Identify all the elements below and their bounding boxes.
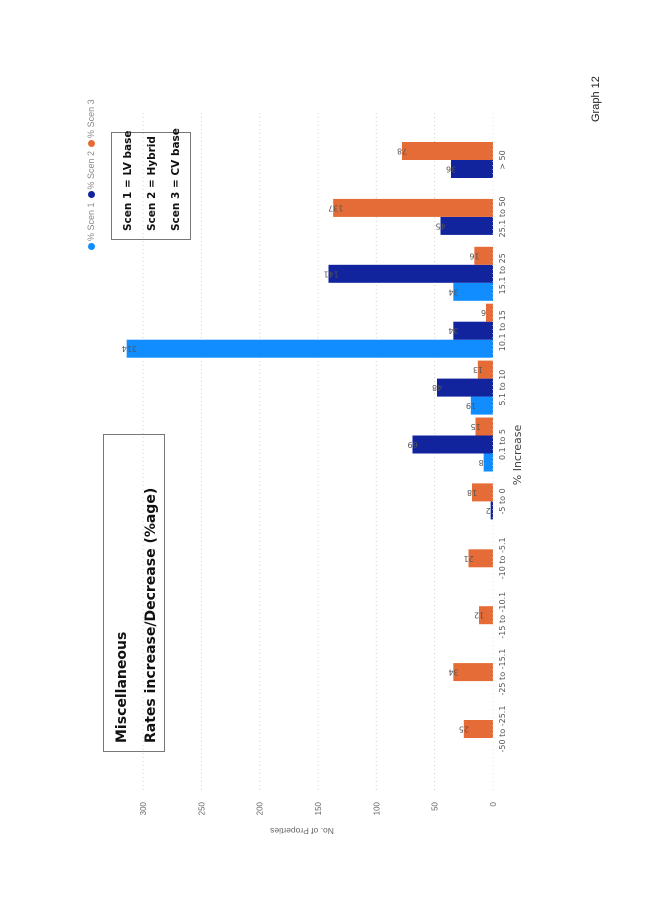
data-label: 45 [436, 221, 446, 230]
bar-scen-3 [479, 606, 493, 625]
data-label: 2 [486, 506, 491, 515]
bar-scen-2 [412, 435, 493, 454]
scenario-key-1: Scen 1 = LV base [122, 130, 134, 231]
chart-title: Miscellaneous [114, 631, 130, 743]
bar-scen-3 [453, 663, 494, 682]
legend-item-scen1: % Scen 1 [86, 202, 96, 250]
data-label: 314 [122, 344, 137, 353]
bar-scen-3 [477, 360, 494, 379]
y-tick-label: 50 [431, 801, 440, 810]
bar-scen-3 [474, 246, 494, 265]
data-label: 8 [479, 458, 484, 467]
legend-dot-icon [88, 191, 96, 199]
bar-scen-2 [437, 378, 493, 397]
bar-scen-2 [453, 321, 494, 340]
scenario-key-box: Scen 1 = LV base Scen 2 = Hybrid Scen 3 … [111, 128, 191, 240]
scenario-key-2: Scen 2 = Hybrid [146, 136, 158, 231]
y-tick-label: 100 [372, 801, 381, 815]
x-tick-label: -10 to -5.1 [498, 537, 507, 579]
data-label: 69 [408, 440, 418, 449]
data-label: 25 [459, 725, 469, 734]
y-axis-title: No. of Properties [270, 826, 334, 836]
data-label: 16 [469, 251, 479, 260]
series-legend: % Scen 1 % Scen 2 % Scen 3 [86, 99, 96, 250]
x-tick-label: > 50 [498, 150, 507, 169]
y-tick-label: 250 [197, 801, 206, 815]
graph-number-label: Graph 12 [590, 76, 602, 122]
legend-dot-icon [88, 243, 96, 250]
data-label: 48 [432, 383, 442, 392]
data-label: 137 [328, 203, 343, 212]
data-label: 12 [474, 611, 484, 620]
bar-scen-2 [451, 160, 493, 178]
data-label: 15 [471, 422, 481, 431]
y-tick-label: 150 [314, 801, 323, 815]
x-tick-label: -15 to -10.1 [498, 592, 507, 639]
data-label: 19 [466, 401, 476, 410]
data-label: 18 [467, 488, 477, 497]
x-tick-label: 0.1 to 5 [498, 429, 507, 460]
legend-label: % Scen 2 [86, 150, 96, 190]
data-label: 13 [473, 365, 483, 374]
bar-scen-3 [463, 720, 494, 738]
x-axis-title: % Increase [511, 425, 524, 486]
data-label: 21 [464, 554, 474, 563]
y-tick-label: 0 [489, 801, 498, 806]
y-tick-label: 300 [139, 801, 148, 815]
x-tick-label: 25.1 to 50 [498, 196, 507, 237]
bar-scen-3 [475, 417, 493, 436]
x-tick-label: -5 to 0 [498, 488, 507, 514]
bar-scen-3 [468, 549, 493, 568]
data-label: 34 [448, 668, 458, 677]
bar-scen-3 [486, 303, 493, 322]
bar-scen-1 [453, 282, 494, 301]
scenario-key-3: Scen 3 = CV base [170, 128, 182, 231]
bar-scen-2 [490, 501, 493, 520]
bar-scen-1 [126, 339, 494, 358]
bar-scen-2 [440, 216, 493, 235]
bar-scen-1 [483, 453, 493, 472]
data-label: 34 [448, 326, 458, 335]
x-tick-label: 15.1 to 25 [498, 253, 507, 294]
data-label: 141 [324, 269, 339, 278]
x-tick-label: -50 to -25.1 [498, 706, 507, 753]
bar-scen-3 [472, 483, 493, 502]
legend-item-scen3: % Scen 3 [86, 99, 96, 147]
data-label: 34 [448, 287, 458, 296]
bar-scen-1 [470, 396, 494, 415]
legend-dot-icon [88, 139, 96, 147]
data-label: 36 [446, 165, 456, 174]
bar-scen-3 [402, 142, 493, 160]
x-tick-label: 5.1 to 10 [498, 370, 507, 406]
x-tick-label: -25 to -15.1 [498, 649, 507, 696]
legend-label: % Scen 1 [86, 202, 96, 241]
chart-title-box: Miscellaneous Rates increase/Decrease (%… [103, 434, 165, 752]
data-label: 78 [397, 147, 407, 156]
x-tick-label: 10.1 to 15 [498, 310, 507, 351]
legend-label: % Scen 3 [86, 99, 96, 138]
data-label: 6 [481, 308, 486, 317]
bar-scen-3 [333, 198, 493, 217]
chart-subtitle: Rates increase/Decrease (%age) [143, 487, 159, 743]
y-tick-label: 200 [256, 801, 265, 815]
legend-item-scen2: % Scen 2 [86, 151, 96, 199]
bar-scen-2 [328, 264, 493, 283]
